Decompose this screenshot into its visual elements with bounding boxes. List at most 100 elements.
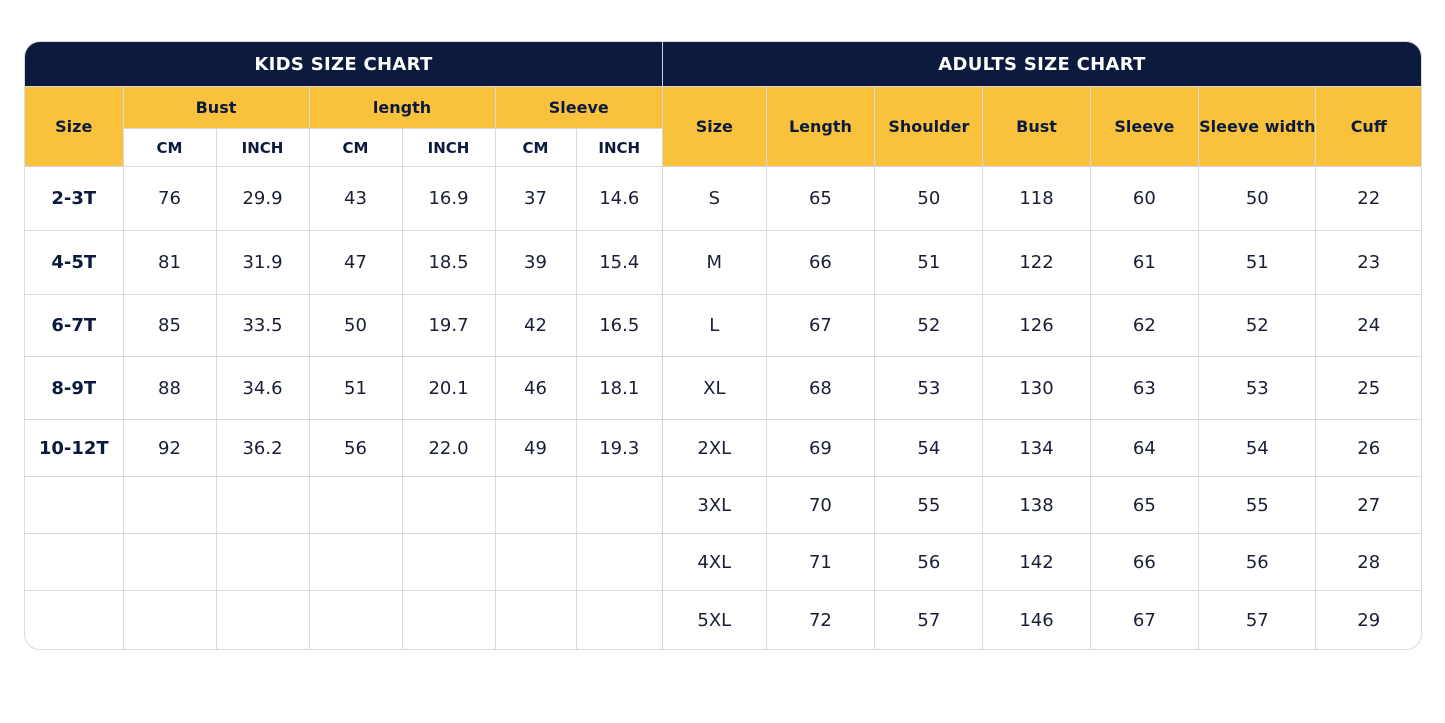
adults-value-cell: 60	[1089, 166, 1200, 231]
adults-size-table: Size Length Shoulder Bust Sleeve Sleeve width…	[663, 86, 1421, 649]
adults-value-cell: 56	[874, 533, 984, 591]
adults-value-cell: 126	[982, 294, 1091, 357]
kids-header-bust: Bust	[122, 86, 310, 129]
adults-value-cell: 56	[1198, 533, 1317, 591]
adults-value-cell: 50	[874, 166, 984, 231]
kids-size-table: Size Bust length Sleeve CM INCH CM INCH …	[25, 86, 662, 649]
adults-table-row: 4XL 71 56 142 66 56 28	[663, 533, 1421, 591]
kids-value-cell: 34.6	[215, 356, 310, 420]
adults-table-row: 2XL 69 54 134 64 54 26	[663, 419, 1421, 477]
kids-value-cell: 76	[122, 166, 217, 231]
kids-unit-sleeve-inch: INCH	[575, 128, 662, 167]
adults-size-cell: 3XL	[663, 476, 767, 534]
kids-value-cell: 31.9	[215, 230, 310, 295]
kids-size-cell: 8-9T	[25, 356, 124, 420]
kids-empty-cell	[308, 476, 403, 534]
adults-value-cell: 66	[1089, 533, 1200, 591]
adults-value-cell: 54	[1198, 419, 1317, 477]
kids-unit-length-inch: INCH	[401, 128, 496, 167]
adults-value-cell: 57	[874, 590, 984, 649]
adults-size-cell: 5XL	[663, 590, 767, 649]
adults-value-cell: 65	[765, 166, 876, 231]
kids-size-cell: 4-5T	[25, 230, 124, 295]
kids-header-sleeve: Sleeve	[494, 86, 662, 129]
adults-table-row: 3XL 70 55 138 65 55 27	[663, 476, 1421, 534]
kids-table-row: 10-12T 92 36.2 56 22.0 49 19.3	[25, 419, 662, 477]
adults-table-row: XL 68 53 130 63 53 25	[663, 356, 1421, 420]
adults-value-cell: 52	[874, 294, 984, 357]
adults-value-cell: 52	[1198, 294, 1317, 357]
kids-value-cell: 18.5	[401, 230, 496, 295]
kids-value-cell: 22.0	[401, 419, 496, 477]
kids-value-cell: 43	[308, 166, 403, 231]
kids-value-cell: 42	[494, 294, 577, 357]
kids-value-cell: 14.6	[575, 166, 662, 231]
adults-header-length: Length	[765, 86, 876, 167]
kids-empty-cell	[575, 533, 662, 591]
kids-empty-cell	[401, 476, 496, 534]
adults-value-cell: 71	[765, 533, 876, 591]
adults-value-cell: 65	[1089, 476, 1200, 534]
adults-value-cell: 57	[1198, 590, 1317, 649]
adults-value-cell: 70	[765, 476, 876, 534]
kids-empty-row	[25, 476, 662, 534]
kids-empty-cell	[122, 533, 217, 591]
kids-value-cell: 16.9	[401, 166, 496, 231]
kids-table-row: 8-9T 88 34.6 51 20.1 46 18.1	[25, 356, 662, 420]
adults-value-cell: 51	[874, 230, 984, 295]
kids-value-cell: 29.9	[215, 166, 310, 231]
kids-value-cell: 39	[494, 230, 577, 295]
adults-value-cell: 29	[1315, 590, 1421, 649]
adults-header-sleeve-width: Sleeve width	[1198, 86, 1317, 167]
kids-unit-bust-cm: CM	[123, 128, 217, 167]
kids-table-row: 4-5T 81 31.9 47 18.5 39 15.4	[25, 230, 662, 295]
adults-value-cell: 67	[765, 294, 876, 357]
kids-header-size: Size	[25, 86, 124, 167]
kids-header-length: length	[308, 86, 496, 129]
kids-size-cell: 6-7T	[25, 294, 124, 357]
kids-unit-length-cm: CM	[308, 128, 403, 167]
adults-value-cell: 63	[1089, 356, 1200, 420]
adults-value-cell: 138	[982, 476, 1091, 534]
adults-value-cell: 27	[1315, 476, 1421, 534]
adults-value-cell: 51	[1198, 230, 1317, 295]
kids-value-cell: 15.4	[575, 230, 662, 295]
kids-value-cell: 36.2	[215, 419, 310, 477]
adults-value-cell: 68	[765, 356, 876, 420]
kids-value-cell: 19.7	[401, 294, 496, 357]
kids-empty-cell	[401, 590, 496, 649]
kids-chart-title: KIDS SIZE CHART	[25, 42, 662, 86]
kids-value-cell: 46	[494, 356, 577, 420]
kids-value-cell: 16.5	[575, 294, 662, 357]
adults-chart-title: ADULTS SIZE CHART	[663, 42, 1421, 86]
kids-empty-cell	[215, 590, 310, 649]
kids-empty-row	[25, 590, 662, 649]
adults-table-row: S 65 50 118 60 50 22	[663, 166, 1421, 231]
kids-empty-cell	[122, 476, 217, 534]
kids-empty-cell	[25, 533, 124, 591]
kids-value-cell: 18.1	[575, 356, 662, 420]
adults-table-row: M 66 51 122 61 51 23	[663, 230, 1421, 295]
adults-value-cell: 130	[982, 356, 1091, 420]
kids-empty-row	[25, 533, 662, 591]
adults-size-cell: XL	[663, 356, 767, 420]
kids-value-cell: 47	[308, 230, 403, 295]
kids-empty-cell	[575, 590, 662, 649]
adults-header-bust: Bust	[982, 86, 1091, 167]
adults-table-row: 5XL 72 57 146 67 57 29	[663, 590, 1421, 649]
adults-value-cell: 69	[765, 419, 876, 477]
kids-empty-cell	[401, 533, 496, 591]
kids-empty-cell	[25, 590, 124, 649]
kids-value-cell: 19.3	[575, 419, 662, 477]
kids-size-cell: 10-12T	[25, 419, 124, 477]
kids-unit-bust-inch: INCH	[215, 128, 310, 167]
adults-value-cell: 61	[1089, 230, 1200, 295]
adults-value-cell: 55	[1198, 476, 1317, 534]
adults-value-cell: 66	[765, 230, 876, 295]
adults-value-cell: 146	[982, 590, 1091, 649]
adults-table-row: L 67 52 126 62 52 24	[663, 294, 1421, 357]
adults-value-cell: 72	[765, 590, 876, 649]
adults-size-cell: L	[663, 294, 767, 357]
kids-value-cell: 81	[122, 230, 217, 295]
adults-size-cell: M	[663, 230, 767, 295]
